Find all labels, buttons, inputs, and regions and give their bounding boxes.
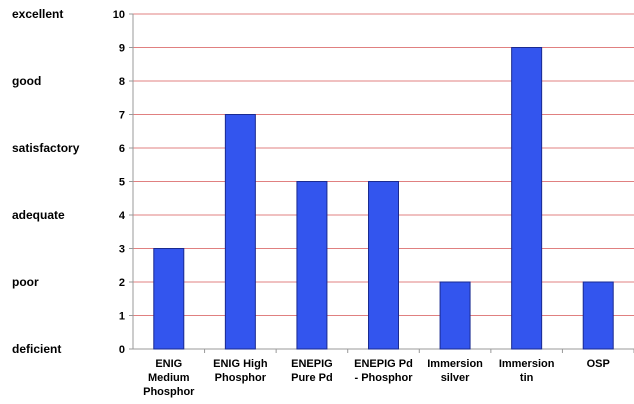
category-label-line: ENEPIG Pd [354, 358, 413, 370]
rating-label-satisfactory: satisfactory [12, 141, 80, 155]
category-label: OSP [587, 358, 610, 370]
y-tick-labels: 0 1 2 3 4 5 6 7 8 9 10 [113, 9, 126, 356]
rating-label-adequate: adequate [12, 208, 65, 222]
category-label-line: Phosphor [143, 386, 195, 398]
category-label-line: silver [441, 372, 470, 384]
category-label-line: Phosphor [215, 372, 267, 384]
bar [296, 181, 328, 350]
category-label-line: ENIG High [213, 358, 268, 370]
y-tick-label: 6 [119, 143, 125, 155]
rating-label-poor: poor [12, 275, 39, 289]
y-tick-label: 10 [113, 9, 125, 21]
bar [224, 114, 256, 350]
y-tick-label: 1 [119, 311, 125, 323]
bars [153, 47, 614, 350]
category-label: Immersion silver [427, 358, 483, 384]
rating-labels: excellent good satisfactory adequate poor def… [12, 7, 80, 356]
y-tick-label: 0 [119, 344, 125, 356]
bar [582, 281, 614, 350]
bar [511, 47, 543, 350]
y-tick-label: 3 [119, 244, 125, 256]
rating-label-excellent: excellent [12, 7, 63, 21]
category-label-line: OSP [587, 358, 610, 370]
category-label-line: ENEPIG [291, 358, 333, 370]
category-label: ENIG High Phosphor [213, 358, 268, 384]
category-label-line: Pure Pd [291, 372, 333, 384]
y-tick-label: 5 [119, 177, 125, 189]
y-tick-label: 9 [119, 43, 125, 55]
category-label-line: Immersion [427, 358, 483, 370]
rating-label-good: good [12, 74, 41, 88]
y-tick-label: 7 [119, 110, 125, 122]
category-labels: ENIG Medium Phosphor ENIG High Phosphor ENEPI… [143, 358, 610, 398]
category-label-line: - Phosphor [354, 372, 413, 384]
category-label: ENEPIG Pure Pd [291, 358, 333, 384]
y-tick-label: 8 [119, 76, 125, 88]
category-label: ENIG Medium Phosphor [143, 358, 195, 398]
bar [368, 181, 399, 350]
category-label-line: ENIG [155, 358, 182, 370]
bar [153, 248, 185, 350]
category-label: ENEPIG Pd - Phosphor [354, 358, 413, 384]
category-label-line: Medium [148, 372, 190, 384]
y-tick-label: 4 [119, 210, 126, 222]
category-label-line: Immersion [499, 358, 555, 370]
y-tick-label: 2 [119, 277, 125, 289]
rating-label-deficient: deficient [12, 342, 61, 356]
category-label: Immersion tin [499, 358, 555, 384]
category-label-line: tin [520, 372, 534, 384]
bar [439, 281, 471, 350]
